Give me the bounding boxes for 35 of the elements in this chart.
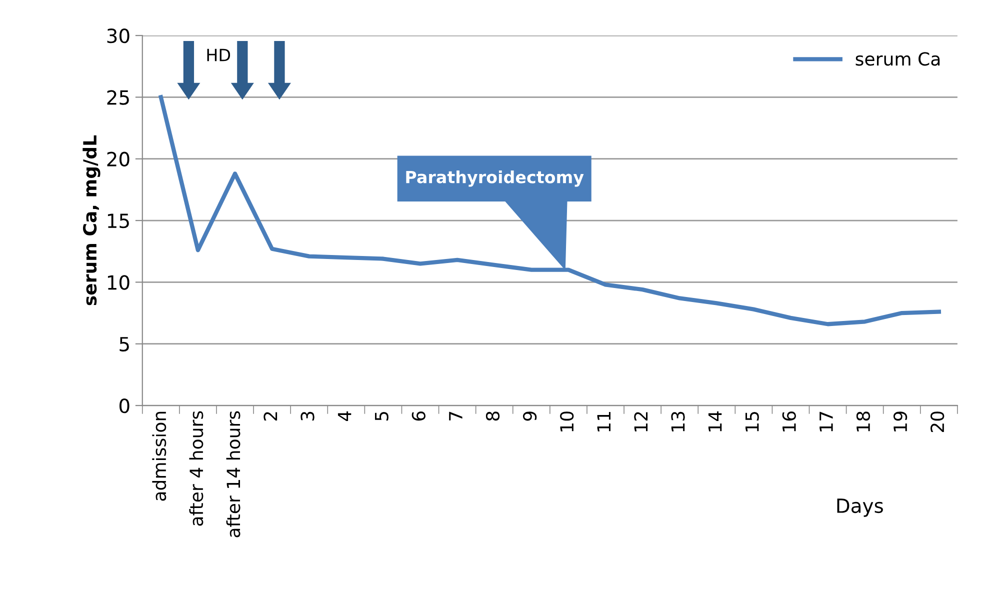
annotation: Parathyroidectomy [406,170,584,187]
x-tick-label: 18 [856,412,870,432]
x-tick-label: 15 [746,412,759,432]
x-tick-label: 19 [893,412,908,432]
line-series [158,95,942,326]
y-tick-label: 5 [120,337,129,352]
y-tick-label: 10 [108,275,130,290]
y-axis-title: serum Ca, mg/dL [82,135,100,306]
x-tick-label: 8 [486,412,500,421]
x-tick-label: 16 [782,412,796,432]
y-tick-label: 25 [107,90,129,105]
x-tick-label: 14 [708,411,722,432]
x-tick-label: 9 [522,412,537,421]
x-axis-title: Days [837,498,883,517]
annotation: HD [207,48,230,62]
y-tick-label: 30 [107,28,130,44]
x-tick-label: 7 [449,412,462,420]
x-tick-label: 12 [634,412,648,432]
x-tick-label: 5 [375,412,388,420]
legend-label: serum Ca [856,52,940,66]
y-tick-label: 15 [108,214,129,228]
x-tick-label: 20 [930,412,944,432]
y-tick-label: 0 [119,398,130,414]
x-tick-label: 6 [412,412,426,421]
x-tick-label: 3 [300,412,314,420]
x-tick-label: 17 [820,412,833,432]
x-tick-label: 11 [597,412,610,432]
y-tick-label: 20 [107,152,130,167]
x-tick-label: 4 [338,411,352,421]
x-tick-label: after 4 hours [189,411,204,526]
x-tick-label: 2 [264,412,278,421]
x-tick-label: 13 [671,412,685,432]
x-tick-label: admission [152,412,166,501]
x-tick-label: after 14 hours [226,411,240,538]
x-tick-label: 10 [560,412,574,432]
